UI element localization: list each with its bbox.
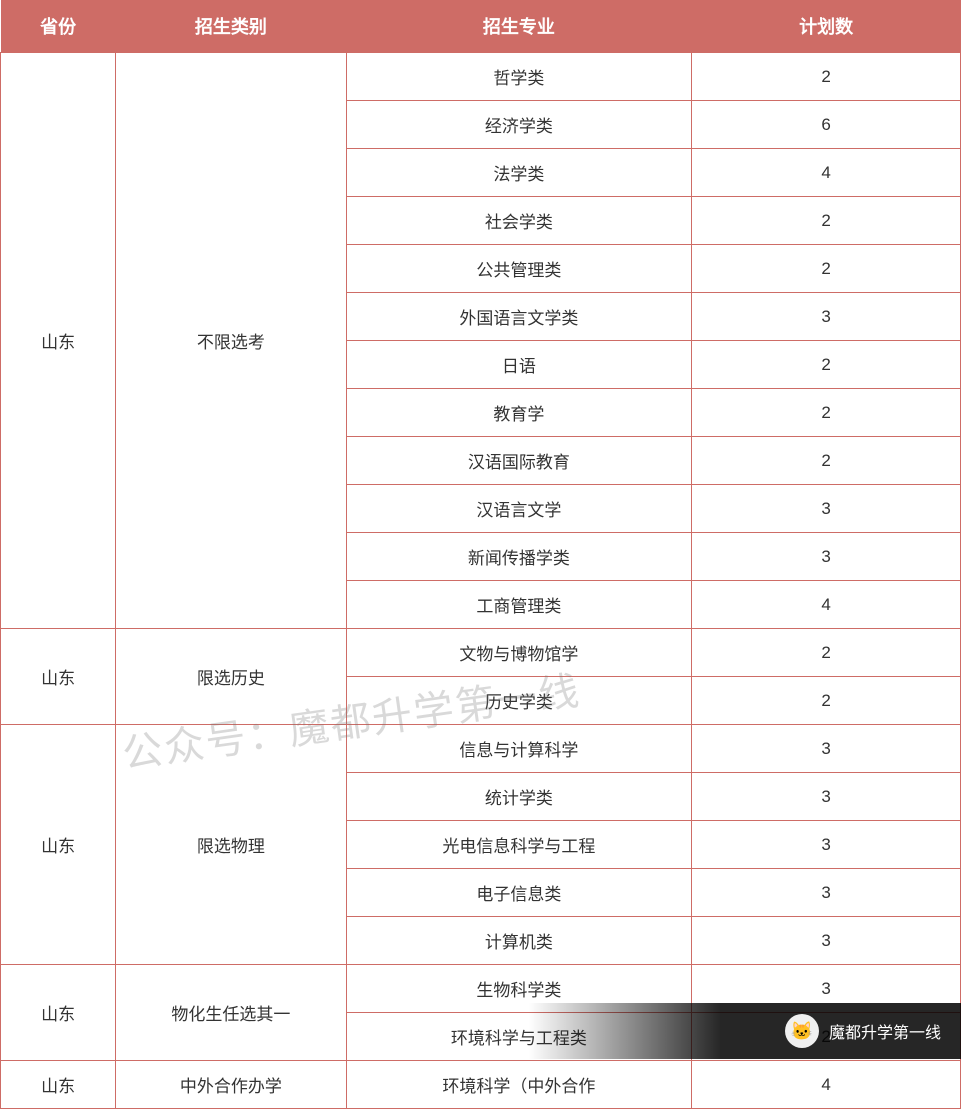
- table-row: 山东中外合作办学环境科学（中外合作4: [1, 1061, 961, 1109]
- cell-major: 社会学类: [346, 197, 692, 245]
- cell-count: 6: [692, 101, 961, 149]
- header-major: 招生专业: [346, 0, 692, 53]
- cell-count: 2: [692, 197, 961, 245]
- cell-major: 新闻传播学类: [346, 533, 692, 581]
- cell-major: 外国语言文学类: [346, 293, 692, 341]
- cell-category: 限选历史: [116, 629, 346, 725]
- cell-major: 生物科学类: [346, 965, 692, 1013]
- cell-count: 2: [692, 677, 961, 725]
- table-row: 山东限选历史文物与博物馆学2: [1, 629, 961, 677]
- cell-category: 不限选考: [116, 53, 346, 629]
- cell-count: 3: [692, 485, 961, 533]
- cell-count: 2: [692, 53, 961, 101]
- cell-major: 哲学类: [346, 53, 692, 101]
- cell-count: 3: [692, 965, 961, 1013]
- admissions-table: 省份 招生类别 招生专业 计划数 山东不限选考哲学类2经济学类6法学类4社会学类…: [0, 0, 961, 1109]
- cell-major: 计算机类: [346, 917, 692, 965]
- cell-major: 历史学类: [346, 677, 692, 725]
- cell-major: 电子信息类: [346, 869, 692, 917]
- cell-count: 4: [692, 149, 961, 197]
- cell-major: 日语: [346, 341, 692, 389]
- cell-count: 3: [692, 725, 961, 773]
- cell-major: 经济学类: [346, 101, 692, 149]
- cell-province: 山东: [1, 629, 116, 725]
- cell-category: 限选物理: [116, 725, 346, 965]
- cell-major: 环境科学与工程类: [346, 1013, 692, 1061]
- cell-province: 山东: [1, 1061, 116, 1109]
- header-count: 计划数: [692, 0, 961, 53]
- cell-count: 2: [692, 341, 961, 389]
- cell-province: 山东: [1, 725, 116, 965]
- table-row: 山东限选物理信息与计算科学3: [1, 725, 961, 773]
- table-row: 山东物化生任选其一生物科学类3: [1, 965, 961, 1013]
- cell-count: 2: [692, 389, 961, 437]
- cell-major: 汉语国际教育: [346, 437, 692, 485]
- cell-count: 3: [692, 821, 961, 869]
- table-row: 山东不限选考哲学类2: [1, 53, 961, 101]
- cell-major: 工商管理类: [346, 581, 692, 629]
- cell-province: 山东: [1, 965, 116, 1061]
- cell-major: 环境科学（中外合作: [346, 1061, 692, 1109]
- cell-count: 2: [692, 629, 961, 677]
- cell-category: 中外合作办学: [116, 1061, 346, 1109]
- cell-count: 3: [692, 293, 961, 341]
- cell-major: 公共管理类: [346, 245, 692, 293]
- table-header-row: 省份 招生类别 招生专业 计划数: [1, 0, 961, 53]
- cell-major: 汉语言文学: [346, 485, 692, 533]
- cell-major: 教育学: [346, 389, 692, 437]
- cell-major: 统计学类: [346, 773, 692, 821]
- table-body: 山东不限选考哲学类2经济学类6法学类4社会学类2公共管理类2外国语言文学类3日语…: [1, 53, 961, 1109]
- cell-major: 文物与博物馆学: [346, 629, 692, 677]
- cell-count: 3: [692, 869, 961, 917]
- cell-major: 光电信息科学与工程: [346, 821, 692, 869]
- cell-count: 3: [692, 533, 961, 581]
- cell-count: 2: [692, 437, 961, 485]
- cell-major: 法学类: [346, 149, 692, 197]
- cell-major: 信息与计算科学: [346, 725, 692, 773]
- cell-count: 2: [692, 245, 961, 293]
- cell-count: 3: [692, 917, 961, 965]
- cell-province: 山东: [1, 53, 116, 629]
- header-province: 省份: [1, 0, 116, 53]
- header-category: 招生类别: [116, 0, 346, 53]
- cell-count: 4: [692, 581, 961, 629]
- cell-count: 2: [692, 1013, 961, 1061]
- cell-category: 物化生任选其一: [116, 965, 346, 1061]
- cell-count: 4: [692, 1061, 961, 1109]
- cell-count: 3: [692, 773, 961, 821]
